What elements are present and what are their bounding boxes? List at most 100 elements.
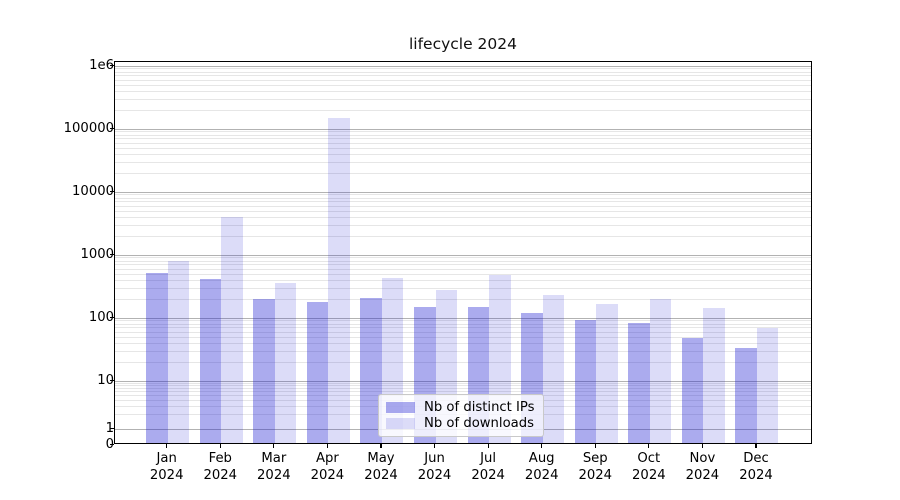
bar-downloads-oct [649,299,672,443]
gridline-minor [115,71,811,73]
bar-ips-mar [253,298,275,443]
gridline-minor [115,98,811,100]
y-tick [110,428,114,430]
bar-downloads-feb [221,217,243,443]
x-tick-label: Jan 2024 [149,451,184,483]
y-tick-label: 10 [97,373,114,389]
y-tick-label: 100000 [63,121,114,137]
chart-title: lifecycle 2024 [408,35,518,53]
legend: Nb of distinct IPs Nb of downloads [378,394,544,437]
gridline-minor [115,194,811,196]
gridline-minor [115,323,811,325]
gridline-minor [115,75,811,77]
gridline-minor [115,90,811,92]
gridline-minor [115,172,811,174]
x-tick-label: Apr 2024 [310,451,345,483]
gridline-minor [115,131,811,133]
gridline-minor [115,342,811,344]
gridline-minor [115,391,811,393]
gridline-minor [115,264,811,266]
legend-swatch-downloads [386,418,415,430]
bar-downloads-sep [596,304,618,443]
x-tick-label: Dec 2024 [739,451,773,483]
gridline-minor [115,350,811,352]
x-tick [326,444,328,448]
bar-ips-oct [628,322,650,443]
bar-downloads-aug [542,294,565,443]
legend-item-distinct-ips: Nb of distinct IPs [386,399,535,416]
gridline-major [115,128,811,130]
gridline-minor [115,147,811,149]
x-tick [755,444,757,448]
y-tick [110,65,114,67]
x-tick-label: Jul 2024 [471,451,505,483]
gridline-minor [115,138,811,140]
plot-area [114,61,812,444]
y-tick-label: 100 [88,310,114,326]
gridline-minor [115,79,811,81]
gridline-major [115,65,811,67]
gridline-minor [115,273,811,275]
x-tick [594,444,596,448]
x-tick-label: Feb 2024 [203,451,238,483]
y-tick [110,254,114,256]
bar-ips-dec [735,347,757,443]
gridline-minor [115,109,811,111]
x-tick-label: Mar 2024 [257,451,291,483]
gridline-minor [115,388,811,390]
x-tick [273,444,275,448]
x-tick-label: May 2024 [364,451,398,483]
x-tick [487,444,489,448]
gridline-minor [115,235,811,237]
x-tick [433,444,436,448]
gridline-minor [115,320,811,322]
legend-item-downloads: Nb of downloads [386,416,535,433]
bar-downloads-nov [703,308,725,443]
bar-ips-apr [306,301,329,443]
legend-label-downloads: Nb of downloads [424,416,534,432]
x-tick-label: Sep 2024 [578,451,613,483]
gridline-minor [115,336,811,338]
bar-ips-feb [199,278,222,443]
y-tick [110,317,114,319]
gridline-minor [115,287,811,289]
gridline-minor [115,268,811,270]
y-tick-label: 1000 [80,247,114,263]
legend-swatch-distinct-ips [386,401,415,413]
gridline-minor [115,134,811,136]
bar-ips-may [360,297,382,443]
x-tick [648,444,650,448]
gridline-minor [115,385,811,387]
bar-ips-nov [681,337,704,443]
gridline-minor [115,210,811,212]
bar-downloads-apr [328,118,350,443]
gridline-major [115,254,811,256]
gridline-major [115,380,811,382]
bar-downloads-jan [167,261,190,443]
x-tick-label: Oct 2024 [632,451,666,483]
gridline-minor [115,68,811,70]
gridline-minor [115,327,811,329]
gridline-minor [115,298,811,300]
gridline-minor [115,205,811,207]
gridline-minor [115,361,811,363]
gridline-major [115,191,811,193]
x-tick [701,444,703,448]
gridline-major [115,317,811,319]
gridline-minor [115,382,811,384]
y-tick-label: 1e6 [89,58,114,74]
legend-label-distinct-ips: Nb of distinct IPs [424,399,535,415]
y-tick-label: 10000 [72,184,114,200]
x-tick [166,444,168,448]
gridline-minor [115,142,811,144]
bar-downloads-mar [274,283,297,443]
gridline-minor [115,224,811,226]
x-tick [541,444,543,448]
gridline-minor [115,153,811,155]
gridline-minor [115,161,811,163]
gridline-minor [115,197,811,199]
bar-ips-jan [146,273,168,443]
gridline-minor [115,279,811,281]
gridline-minor [115,201,811,203]
y-tick-label: 1 [105,421,114,437]
